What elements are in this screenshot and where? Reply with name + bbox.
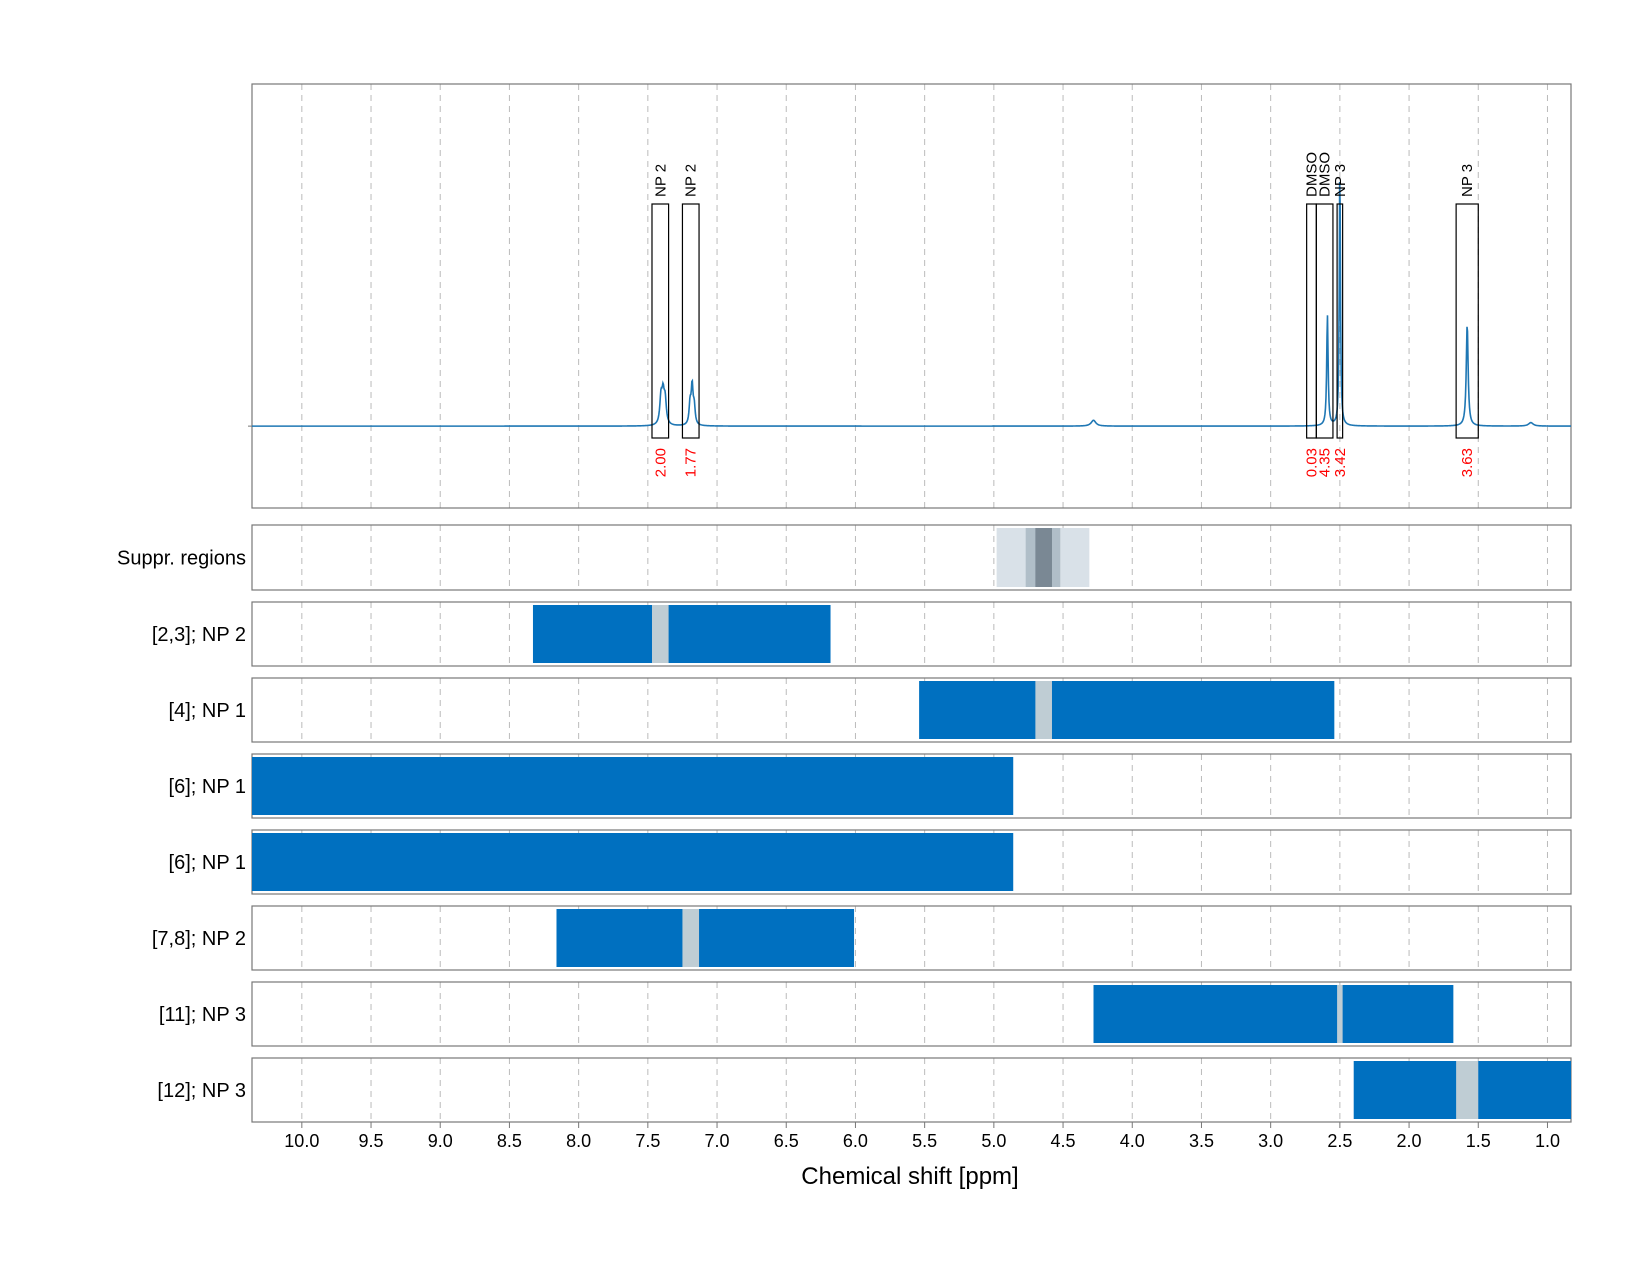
row-label: [6]; NP 1 (169, 852, 246, 874)
peak-box (681, 203, 700, 439)
x-tick-label: 6.0 (843, 1131, 868, 1151)
x-tick-label: 5.0 (981, 1131, 1006, 1151)
x-tick-label: 4.0 (1120, 1131, 1145, 1151)
integral-label: 2.00 (652, 448, 669, 477)
x-tick-label: 2.0 (1397, 1131, 1422, 1151)
x-tick-label: 2.5 (1327, 1131, 1352, 1151)
region-bar (252, 757, 1014, 815)
row-label: [7,8]; NP 2 (152, 928, 246, 950)
region-row: [12]; NP 3 (157, 1057, 1572, 1123)
integral-label: 1.77 (683, 448, 700, 477)
peak-box (1306, 203, 1317, 439)
x-tick-label: 5.5 (912, 1131, 937, 1151)
panel-frame (251, 677, 1572, 743)
row-label: [12]; NP 3 (157, 1080, 246, 1102)
x-tick-label: 7.5 (635, 1131, 660, 1151)
row-label: [11]; NP 3 (159, 1004, 246, 1026)
region-row: [4]; NP 1 (169, 677, 1572, 743)
x-tick-label: 8.5 (497, 1131, 522, 1151)
panel-frame (251, 601, 1572, 667)
x-tick-label: 4.5 (1051, 1131, 1076, 1151)
row-label: [2,3]; NP 2 (152, 624, 246, 646)
row-label: Suppr. regions (117, 548, 246, 570)
region-gap (1337, 985, 1343, 1043)
x-axis: 10.0 9.5 9.0 8.5 8.0 7.5 7.0 6.5 6.0 5.5 5.0 4.5 4.0… (284, 1122, 1560, 1151)
region-row: [7,8]; NP 2 (152, 905, 1572, 971)
integral-label: 3.63 (1459, 448, 1476, 477)
x-tick-label: 1.5 (1466, 1131, 1491, 1151)
region-bar (1093, 985, 1454, 1043)
x-tick-label: 8.0 (566, 1131, 591, 1151)
x-tick-label: 6.5 (774, 1131, 799, 1151)
region-bar (919, 681, 1335, 739)
panel-frame (251, 905, 1572, 971)
region-gap (1035, 681, 1052, 739)
x-tick-label: 9.5 (359, 1131, 384, 1151)
peak-box (1315, 203, 1334, 439)
spectrum-panel: NP 2 2.00 NP 2 1.77 DMSO 0.03 DMSO 4.35 NP 3 3.42… (248, 83, 1572, 509)
suppression-panel: Suppr. regions (117, 524, 1572, 591)
integral-label: 4.35 (1317, 448, 1334, 477)
suppression-band (1035, 528, 1052, 587)
peak-label: NP 3 (1332, 164, 1349, 197)
peak-box (1336, 203, 1344, 439)
x-tick-label: 10.0 (284, 1131, 319, 1151)
region-bar (556, 909, 855, 967)
panel-frame (251, 981, 1572, 1047)
spectrum-line (252, 181, 1571, 427)
x-tick-label: 7.0 (705, 1131, 730, 1151)
x-tick-label: 3.0 (1258, 1131, 1283, 1151)
x-tick-label: 3.5 (1189, 1131, 1214, 1151)
peak-label: NP 3 (1459, 164, 1476, 197)
region-gap (1456, 1061, 1479, 1119)
peak-box (651, 203, 670, 439)
region-row: [11]; NP 3 (159, 981, 1572, 1047)
region-row: [6]; NP 1 (169, 829, 1572, 895)
x-tick-label: 1.0 (1535, 1131, 1560, 1151)
peak-label: DMSO (1317, 152, 1334, 197)
peak-label: DMSO (1303, 152, 1320, 197)
region-bar (252, 833, 1014, 891)
region-bar (532, 605, 831, 663)
integral-label: 3.42 (1332, 448, 1349, 477)
x-tick-label: 9.0 (428, 1131, 453, 1151)
peak-label: NP 2 (652, 164, 669, 197)
panel-frame (251, 524, 1572, 591)
integral-label: 0.03 (1303, 448, 1320, 477)
region-gap (651, 605, 669, 663)
region-row: [2,3]; NP 2 (152, 601, 1572, 667)
peak-label: NP 2 (683, 164, 700, 197)
row-label: [6]; NP 1 (169, 776, 246, 798)
row-label: [4]; NP 1 (169, 700, 246, 722)
peak-box (1455, 203, 1479, 439)
region-row: [6]; NP 1 (169, 753, 1572, 819)
region-gap (682, 909, 700, 967)
x-axis-label: Chemical shift [ppm] (801, 1163, 1018, 1190)
panel-frame (251, 83, 1572, 509)
